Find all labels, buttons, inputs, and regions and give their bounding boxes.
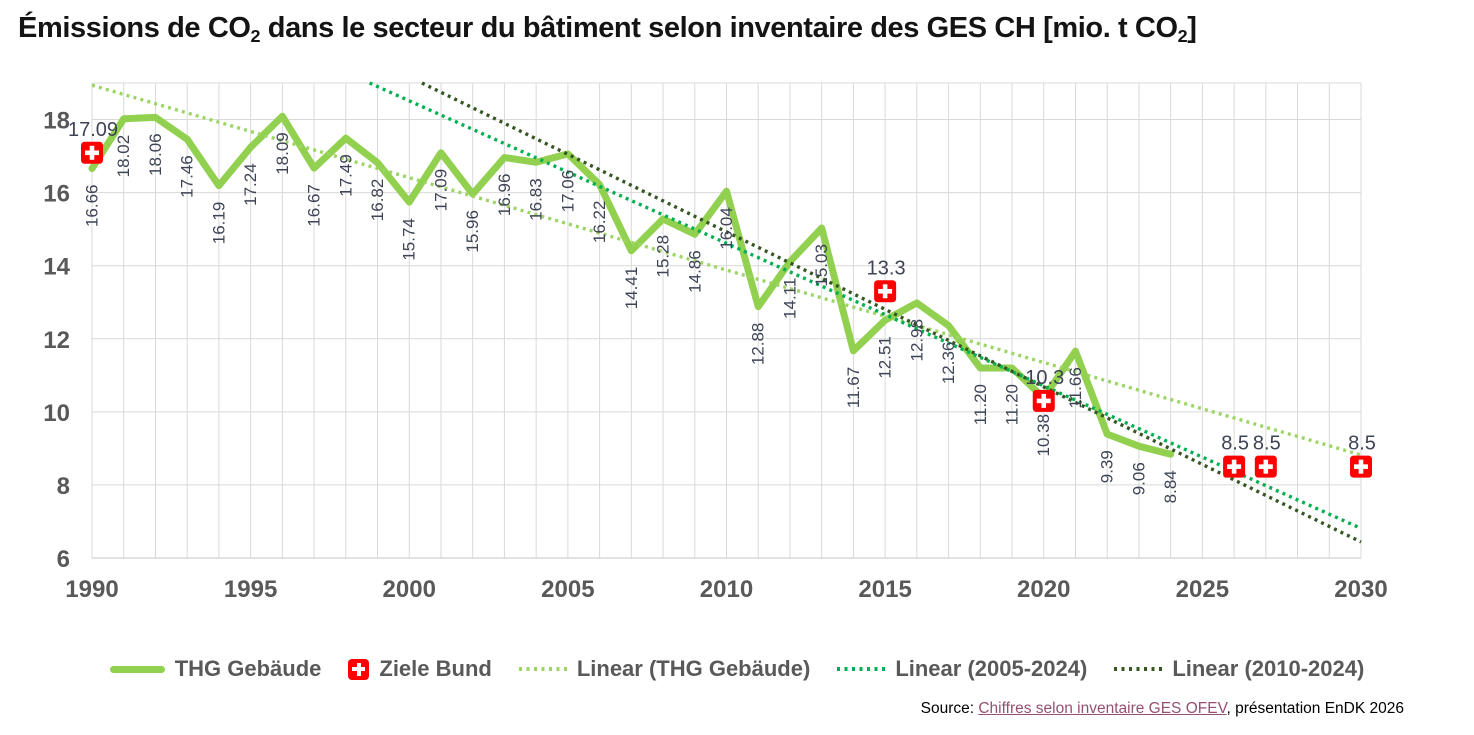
data-label: 16.67 <box>305 184 324 227</box>
data-label: 16.82 <box>368 179 387 222</box>
title-subscript: 2 <box>1177 26 1188 47</box>
legend-label: Linear (2005-2024) <box>895 656 1088 681</box>
data-label: 10.38 <box>1034 414 1053 457</box>
ziele-cross-bar <box>1231 459 1237 474</box>
x-axis-tick-label: 2000 <box>383 576 436 603</box>
x-axis-tick-label: 2030 <box>1334 576 1387 603</box>
y-axis-tick-label: 16 <box>43 181 70 208</box>
ziele-bund-label: 10.3 <box>1025 367 1064 389</box>
legend-item: Ziele Bund <box>348 656 492 682</box>
data-label: 9.39 <box>1098 450 1117 483</box>
source-prefix: Source: <box>920 700 979 717</box>
legend-label: Linear (THG Gebäude) <box>576 656 811 681</box>
data-label: 15.28 <box>654 235 673 278</box>
data-label: 12.98 <box>907 319 926 362</box>
y-axis-tick-label: 12 <box>43 327 70 354</box>
data-label: 16.83 <box>527 178 546 221</box>
title-text: dans le secteur du bâtiment selon invent… <box>260 12 1178 44</box>
x-axis-tick-label: 1995 <box>224 576 277 603</box>
thg-series-line <box>88 112 1175 458</box>
x-axis-tick-label: 2015 <box>858 576 911 603</box>
legend: THG Gebäude Ziele Bund Linear (THG Gebäude… <box>0 646 1474 692</box>
ziele-bund-label: 17.09 <box>68 119 118 141</box>
data-label: 12.36 <box>939 342 958 385</box>
data-label: 16.19 <box>209 202 228 245</box>
data-label: 12.51 <box>876 336 895 379</box>
ziele-cross-bar <box>1041 393 1047 408</box>
legend-item: THG Gebäude <box>109 656 322 682</box>
legend-dotted-swatch <box>518 667 567 671</box>
y-axis-tick-label: 8 <box>57 473 70 500</box>
chart-title: Émissions de CO2 dans le secteur du bâti… <box>18 12 1197 47</box>
x-axis-tick-label: 2010 <box>700 576 753 603</box>
data-label: 12.88 <box>749 323 768 366</box>
legend-dotted-swatch <box>1114 667 1163 671</box>
legend-item: Linear (2010-2024) <box>1114 656 1364 682</box>
x-axis-tick-label: 2005 <box>541 576 594 603</box>
ziele-bund-label: 8.5 <box>1221 433 1249 455</box>
data-label: 11.67 <box>844 367 863 408</box>
legend-label: Linear (2010-2024) <box>1172 656 1365 681</box>
legend-line-swatch <box>109 665 165 673</box>
x-axis-tick-label: 2020 <box>1017 576 1070 603</box>
y-axis-tick-label: 18 <box>43 108 70 135</box>
data-label: 15.74 <box>400 218 419 261</box>
source-suffix: , présentation EnDK 2026 <box>1226 700 1404 717</box>
ziele-cross-bar <box>1263 459 1269 474</box>
data-label: 17.09 <box>431 169 450 212</box>
legend-dotted-swatch <box>837 667 886 671</box>
trendline-3 <box>421 81 1362 544</box>
data-label: 11.20 <box>971 384 990 425</box>
title-text: Émissions de CO <box>18 12 251 44</box>
data-label: 16.04 <box>717 207 736 250</box>
data-label: 14.11 <box>780 278 799 319</box>
data-label: 17.24 <box>241 163 260 206</box>
data-label: 9.06 <box>1129 462 1148 495</box>
data-label: 14.86 <box>685 250 704 293</box>
ziele-bund-label: 8.5 <box>1253 433 1281 455</box>
trendline-2 <box>368 81 1362 530</box>
legend-label: Ziele Bund <box>379 656 492 681</box>
legend-item: Linear (2005-2024) <box>837 656 1087 682</box>
data-label: 14.41 <box>622 267 641 310</box>
data-label: 17.46 <box>178 155 197 198</box>
source-link[interactable]: Chiffres selon inventaire GES OFEV <box>978 700 1227 717</box>
y-axis-tick-label: 10 <box>43 400 70 427</box>
legend-cross-icon <box>348 658 370 680</box>
data-label: 16.66 <box>83 185 102 228</box>
data-label: 15.96 <box>463 210 482 253</box>
data-label: 16.96 <box>495 174 514 217</box>
title-subscript: 2 <box>250 26 261 47</box>
legend-item: Linear (THG Gebäude) <box>518 656 811 682</box>
data-label: 15.03 <box>812 244 831 287</box>
ziele-cross-bar <box>1358 459 1364 474</box>
data-label: 18.02 <box>114 135 133 178</box>
x-axis-tick-label: 2025 <box>1176 576 1229 603</box>
data-label: 8.84 <box>1161 470 1180 503</box>
ziele-cross-bar <box>89 145 95 160</box>
plot-area: 6 8 10 12 14 16 18 1990 1995 2000 2005 2010 2015 2020… <box>43 81 1388 603</box>
title-text: ] <box>1187 12 1197 44</box>
data-label: 17.06 <box>558 170 577 213</box>
data-label: 11.66 <box>1066 367 1085 408</box>
data-label: 17.49 <box>336 154 355 197</box>
data-label: 18.06 <box>146 133 165 176</box>
ziele-bund-label: 13.3 <box>867 257 906 279</box>
legend-label: THG Gebäude <box>174 656 322 681</box>
y-axis-tick-label: 14 <box>43 254 70 281</box>
data-label: 11.20 <box>1003 384 1022 425</box>
x-axis-tick-label: 1990 <box>65 576 118 603</box>
ziele-cross-bar <box>882 284 888 299</box>
data-label: 16.22 <box>590 201 609 244</box>
data-label: 18.09 <box>273 132 292 175</box>
source-line: Source: Chiffres selon inventaire GES OF… <box>921 700 1404 718</box>
y-axis-tick-label: 6 <box>57 546 70 573</box>
ziele-bund-label: 8.5 <box>1348 433 1376 455</box>
